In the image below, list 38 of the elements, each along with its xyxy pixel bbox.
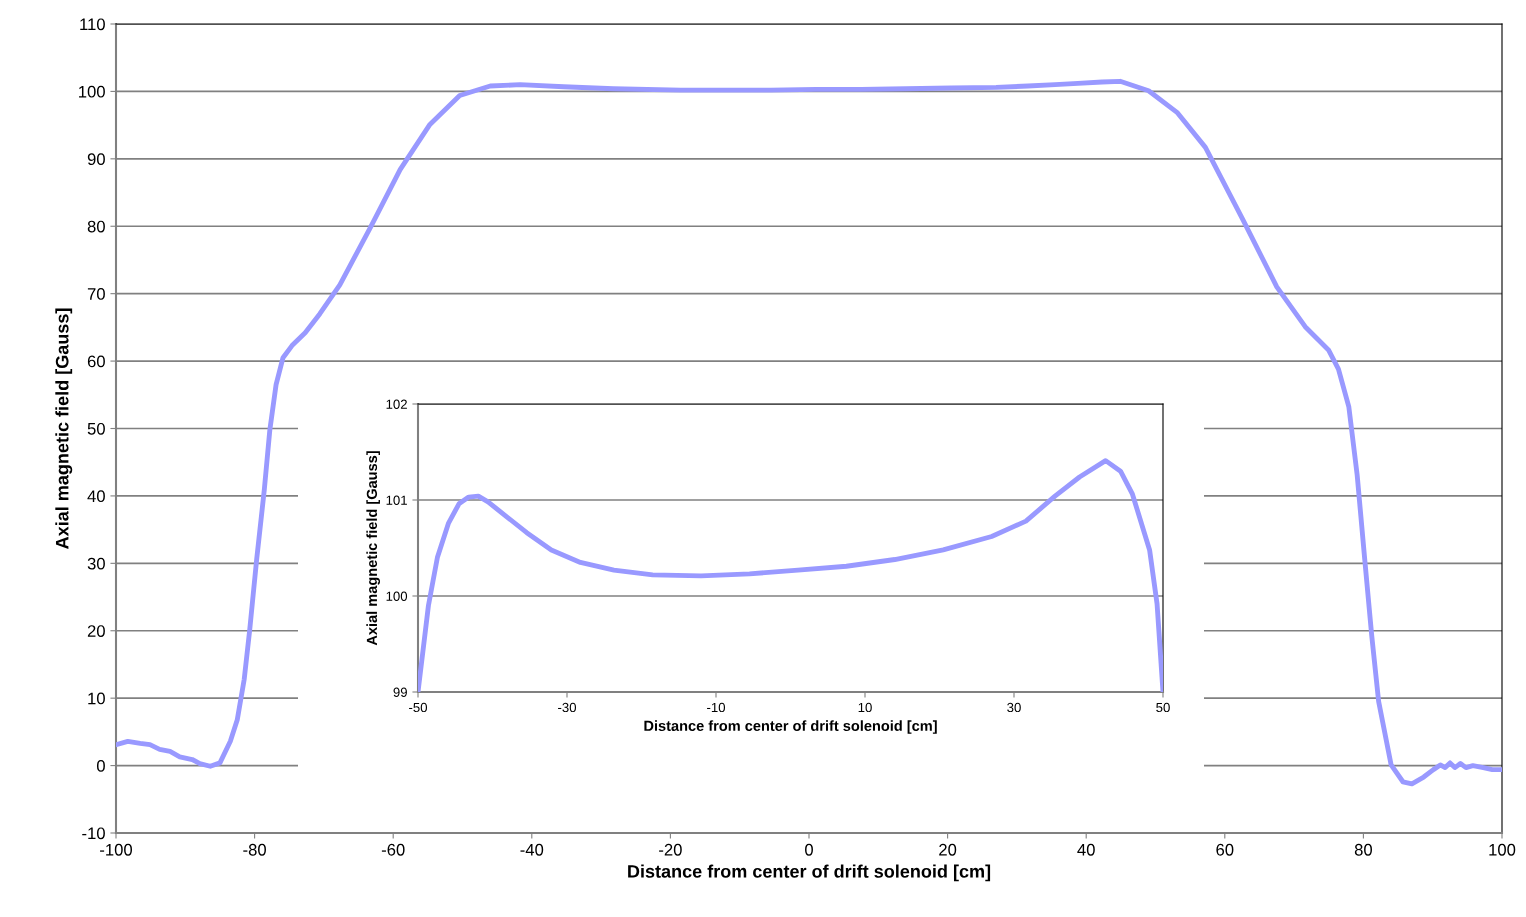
y-tick-label: 30 [87, 557, 105, 570]
x-tick-label: -80 [243, 843, 266, 856]
y-tick-label: 70 [87, 288, 105, 300]
x-tick-label: -20 [659, 843, 682, 856]
x-tick-label: -60 [381, 843, 405, 856]
y-tick-label: 40 [87, 490, 105, 503]
y-tick-label: 80 [87, 220, 105, 233]
y-tick-label: 101 [386, 495, 407, 505]
y-tick-label: 99 [393, 687, 407, 697]
x-tick-label: 10 [858, 702, 872, 713]
x-tick-label: 40 [1077, 843, 1095, 856]
x-tick-label: 0 [805, 843, 813, 856]
y-axis-title: Axial magnetic field [Gauss] [55, 308, 73, 549]
x-tick-label: -10 [707, 702, 726, 713]
y-tick-label: 100 [386, 591, 408, 601]
x-tick-label: 20 [939, 843, 957, 856]
y-tick-label: 20 [87, 625, 105, 637]
y-tick-label: 100 [79, 85, 105, 98]
y-tick-label: -10 [82, 827, 105, 840]
x-axis-title: Distance from center of drift solenoid [cm] [644, 720, 937, 734]
y-axis-title: Axial magnetic field [Gauss] [366, 451, 381, 646]
y-tick-label: 0 [96, 759, 105, 772]
y-tick-label: 110 [80, 18, 105, 31]
x-axis-title: Distance from center of drift solenoid [cm] [628, 864, 991, 882]
x-tick-label: 100 [1489, 843, 1516, 856]
x-tick-label: 80 [1354, 843, 1373, 856]
y-tick-label: 50 [87, 422, 105, 435]
x-tick-label: 60 [1216, 843, 1234, 856]
x-tick-label: 30 [1007, 702, 1021, 713]
x-tick-label: 50 [1156, 702, 1170, 713]
y-tick-label: 90 [87, 153, 105, 166]
y-tick-label: 10 [88, 692, 105, 705]
x-tick-label: -50 [409, 702, 428, 713]
x-tick-label: -30 [558, 702, 577, 713]
x-tick-label: -100 [100, 843, 133, 856]
y-tick-label: 102 [386, 399, 407, 409]
x-tick-label: -40 [520, 843, 544, 856]
y-tick-label: 60 [87, 355, 105, 368]
